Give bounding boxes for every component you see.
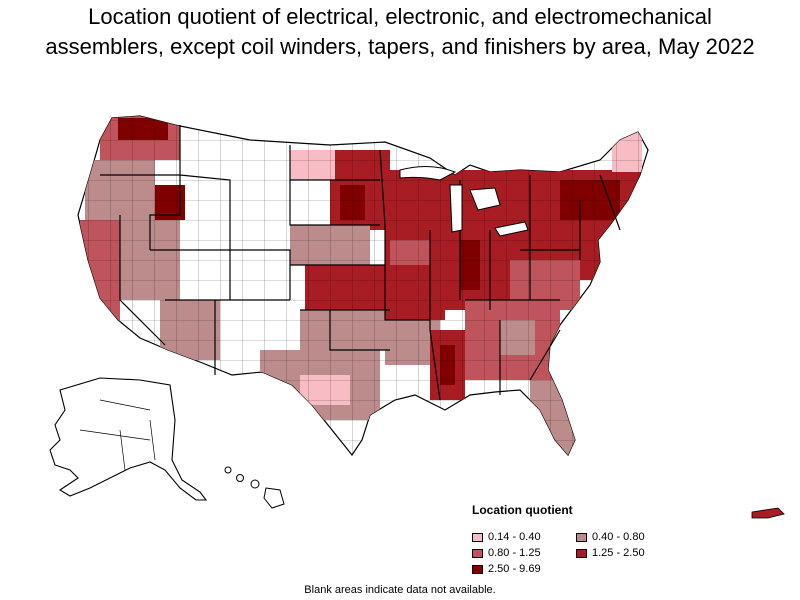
great-lakes — [399, 166, 529, 237]
hawaii — [224, 466, 285, 509]
puerto-rico — [751, 507, 785, 519]
footnote: Blank areas indicate data not available. — [304, 584, 496, 596]
legend: Location quotient 0.14 - 0.40 0.40 - 0.8… — [472, 503, 712, 576]
legend-swatch-1 — [576, 532, 587, 542]
legend-label-2: 0.80 - 1.25 — [488, 547, 541, 559]
legend-label-3: 1.25 - 2.50 — [592, 547, 645, 559]
map-title: Location quotient of electrical, electro… — [0, 2, 800, 62]
legend-item-0: 0.14 - 0.40 — [472, 530, 576, 544]
legend-swatch-2 — [472, 548, 483, 558]
legend-item-4: 2.50 - 9.69 — [472, 562, 576, 576]
legend-item-2: 0.80 - 1.25 — [472, 546, 576, 560]
state-boundaries — [100, 125, 621, 401]
legend-item-1: 0.40 - 0.80 — [576, 530, 686, 544]
legend-label-0: 0.14 - 0.40 — [488, 531, 541, 543]
title-line-2: assemblers, except coil winders, tapers,… — [45, 34, 755, 59]
title-line-1: Location quotient of electrical, electro… — [88, 4, 712, 29]
legend-label-4: 2.50 - 9.69 — [488, 563, 541, 575]
legend-swatch-0 — [472, 532, 483, 542]
legend-title: Location quotient — [472, 503, 573, 517]
legend-swatch-3 — [576, 548, 587, 558]
legend-swatch-4 — [472, 564, 483, 574]
legend-item-3: 1.25 - 2.50 — [576, 546, 686, 560]
legend-label-1: 0.40 - 0.80 — [592, 531, 645, 543]
alaska — [49, 377, 208, 501]
